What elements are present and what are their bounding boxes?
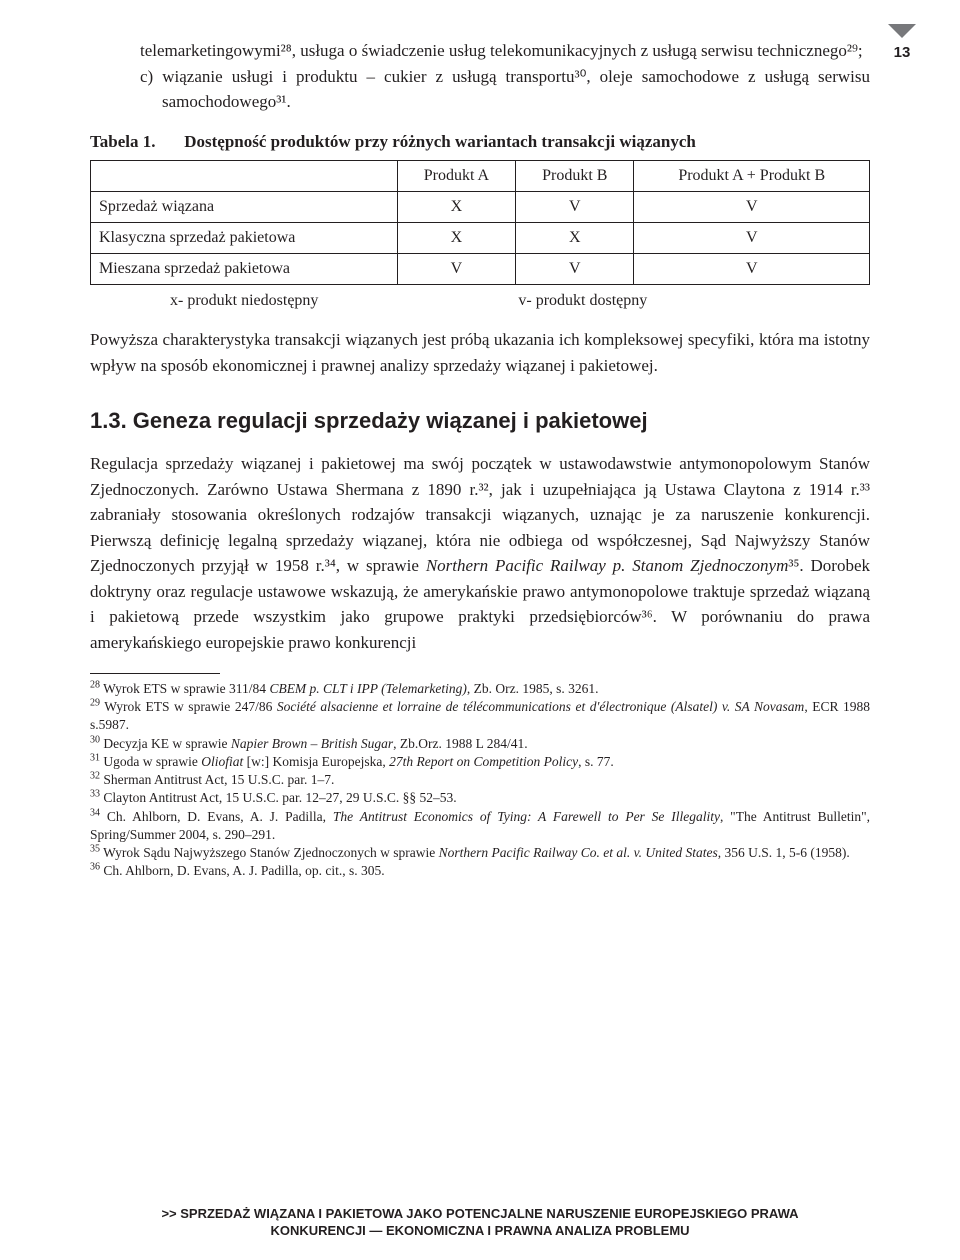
table-row: Mieszana sprzedaż pakietowa V V V xyxy=(91,254,870,285)
footnote: 30 Decyzja KE w sprawie Napier Brown – B… xyxy=(90,735,870,753)
table-title-text: Dostępność produktów przy różnych warian… xyxy=(184,129,864,155)
case-name: Northern Pacific Railway p. Stanom Zjedn… xyxy=(426,556,789,575)
cell: Mieszana sprzedaż pakietowa xyxy=(91,254,398,285)
table-header-row: Produkt A Produkt B Produkt A + Produkt … xyxy=(91,161,870,192)
intro-paragraph: telemarketingowymi²⁸, usługa o świadczen… xyxy=(90,38,870,64)
runner-line-1: >> SPRZEDAŻ WIĄZANA I PAKIETOWA JAKO POT… xyxy=(161,1206,798,1221)
cell: V xyxy=(516,192,634,223)
col-2: Produkt B xyxy=(516,161,634,192)
table-legend: x- produkt niedostępny v- produkt dostęp… xyxy=(90,289,870,313)
footnote: 29 Wyrok ETS w sprawie 247/86 Société al… xyxy=(90,698,870,734)
cell: Sprzedaż wiązana xyxy=(91,192,398,223)
runner-line-2: KONKURENCJI — EKONOMICZNA I PRAWNA ANALI… xyxy=(270,1223,689,1238)
section-heading: 1.3. Geneza regulacji sprzedaży wiązanej… xyxy=(90,404,870,437)
col-3: Produkt A + Produkt B xyxy=(634,161,870,192)
footnote: 28 Wyrok ETS w sprawie 311/84 CBEM p. CL… xyxy=(90,680,870,698)
col-0 xyxy=(91,161,398,192)
footnote: 33 Clayton Antitrust Act, 15 U.S.C. par.… xyxy=(90,789,870,807)
cell: V xyxy=(634,223,870,254)
footnote-rule xyxy=(90,673,220,674)
col-1: Produkt A xyxy=(397,161,515,192)
running-footer: >> SPRZEDAŻ WIĄZANA I PAKIETOWA JAKO POT… xyxy=(90,1205,870,1240)
footnote: 31 Ugoda w sprawie Oliofiat [w:] Komisja… xyxy=(90,753,870,771)
cell: V xyxy=(397,254,515,285)
footnotes: 28 Wyrok ETS w sprawie 311/84 CBEM p. CL… xyxy=(90,680,870,880)
page-number: 13 xyxy=(888,42,916,65)
cell: Klasyczna sprzedaż pakietowa xyxy=(91,223,398,254)
legend-x: x- produkt niedostępny xyxy=(90,289,464,313)
section-paragraph: Regulacja sprzedaży wiązanej i pakietowe… xyxy=(90,451,870,655)
cell: V xyxy=(634,254,870,285)
footnote: 34 Ch. Ahlborn, D. Evans, A. J. Padilla,… xyxy=(90,808,870,844)
table-row: Klasyczna sprzedaż pakietowa X X V xyxy=(91,223,870,254)
cell: V xyxy=(516,254,634,285)
list-item-c: c) wiązanie usługi i produktu – cukier z… xyxy=(112,64,870,115)
paragraph-after-table: Powyższa charakterystyka transakcji wiąz… xyxy=(90,327,870,378)
table-label: Tabela 1. xyxy=(90,129,180,155)
availability-table: Produkt A Produkt B Produkt A + Produkt … xyxy=(90,160,870,285)
legend-v: v- produkt dostępny xyxy=(468,289,842,313)
table-caption: Tabela 1. Dostępność produktów przy różn… xyxy=(90,129,870,155)
footnote: 32 Sherman Antitrust Act, 15 U.S.C. par.… xyxy=(90,771,870,789)
cell: X xyxy=(397,223,515,254)
table-row: Sprzedaż wiązana X V V xyxy=(91,192,870,223)
page-number-box: 13 xyxy=(888,24,916,65)
cell: X xyxy=(516,223,634,254)
cell: X xyxy=(397,192,515,223)
cell: V xyxy=(634,192,870,223)
chevron-down-icon xyxy=(888,24,916,38)
footnote: 36 Ch. Ahlborn, D. Evans, A. J. Padilla,… xyxy=(90,862,870,880)
footnote: 35 Wyrok Sądu Najwyższego Stanów Zjednoc… xyxy=(90,844,870,862)
